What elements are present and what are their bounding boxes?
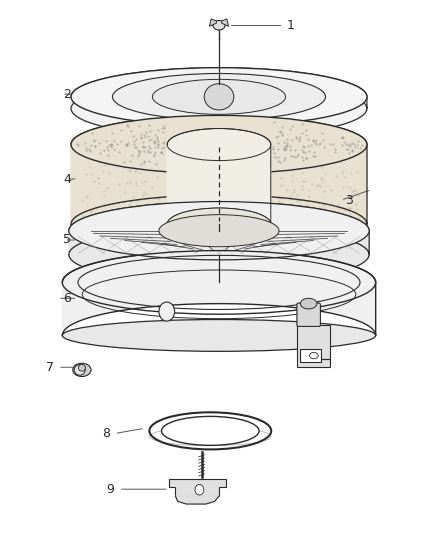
Ellipse shape [71, 68, 367, 126]
Text: 4: 4 [63, 173, 71, 185]
Ellipse shape [78, 365, 85, 371]
Ellipse shape [159, 215, 279, 247]
Ellipse shape [69, 225, 369, 284]
Text: 1: 1 [286, 19, 294, 32]
Polygon shape [71, 115, 367, 224]
Ellipse shape [310, 352, 318, 359]
Polygon shape [167, 128, 271, 224]
Ellipse shape [300, 298, 317, 309]
Ellipse shape [213, 20, 225, 30]
Polygon shape [71, 68, 367, 109]
FancyBboxPatch shape [297, 303, 321, 326]
Ellipse shape [69, 201, 369, 260]
Text: 8: 8 [102, 427, 110, 440]
Polygon shape [69, 201, 369, 255]
Text: 7: 7 [46, 361, 53, 374]
Text: 9: 9 [107, 483, 115, 496]
Text: 5: 5 [63, 233, 71, 246]
Circle shape [159, 302, 175, 321]
Polygon shape [169, 479, 226, 496]
Ellipse shape [74, 365, 85, 375]
Ellipse shape [162, 416, 259, 446]
Polygon shape [297, 325, 330, 367]
Ellipse shape [73, 364, 91, 376]
Ellipse shape [167, 128, 271, 160]
Text: 2: 2 [63, 87, 71, 101]
Ellipse shape [204, 84, 234, 110]
Ellipse shape [113, 74, 325, 120]
Ellipse shape [71, 79, 367, 138]
Text: 3: 3 [345, 193, 353, 207]
Ellipse shape [62, 319, 376, 351]
Text: 6: 6 [63, 292, 71, 305]
Circle shape [195, 484, 204, 495]
Polygon shape [222, 19, 229, 26]
Ellipse shape [152, 79, 286, 114]
Polygon shape [176, 496, 219, 504]
Ellipse shape [71, 195, 367, 253]
Polygon shape [62, 251, 376, 335]
Ellipse shape [71, 115, 367, 174]
Polygon shape [209, 19, 216, 26]
Ellipse shape [167, 208, 271, 240]
